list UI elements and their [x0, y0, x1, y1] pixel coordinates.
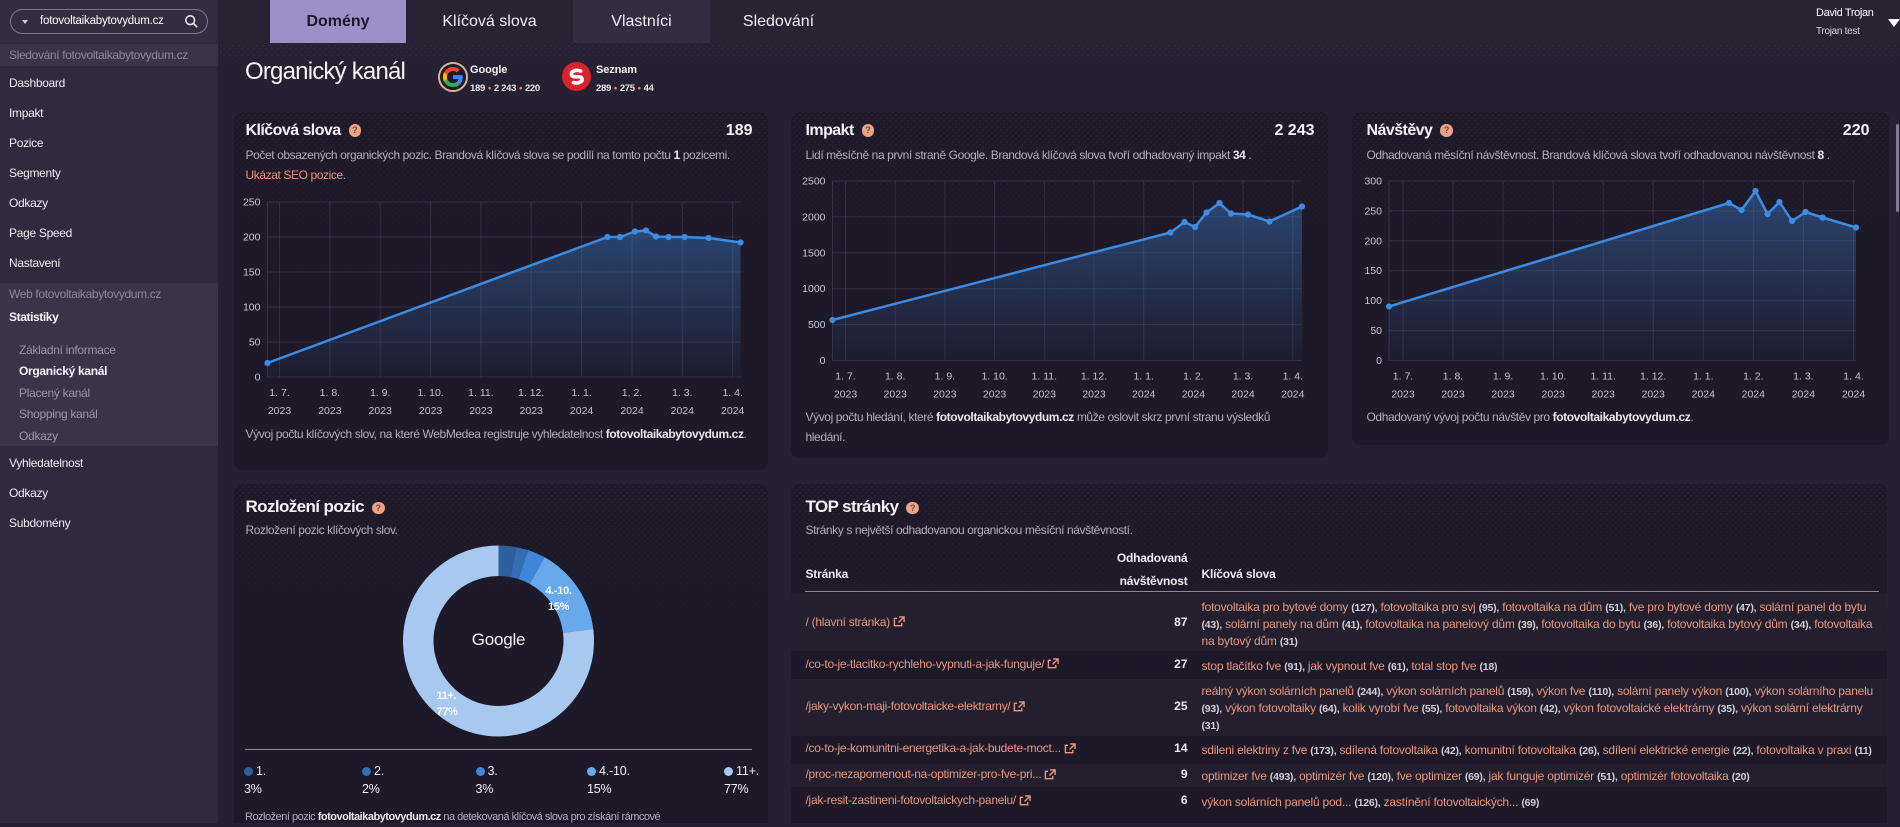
- svg-text:1. 1.: 1. 1.: [1133, 371, 1153, 383]
- svg-text:2023: 2023: [469, 405, 493, 417]
- svg-text:2024: 2024: [1841, 389, 1865, 401]
- svg-text:1. 3.: 1. 3.: [1793, 371, 1813, 383]
- svg-text:2024: 2024: [1132, 389, 1156, 401]
- svg-text:200: 200: [242, 232, 260, 244]
- svg-text:0: 0: [254, 372, 260, 384]
- svg-text:250: 250: [1364, 205, 1382, 217]
- svg-text:2023: 2023: [1491, 389, 1515, 401]
- svg-text:1. 9.: 1. 9.: [1492, 371, 1512, 383]
- svg-text:1. 7.: 1. 7.: [1392, 371, 1412, 383]
- svg-text:100: 100: [1364, 295, 1382, 307]
- svg-text:2024: 2024: [620, 405, 644, 417]
- svg-text:2024: 2024: [1741, 389, 1765, 401]
- svg-text:2023: 2023: [1441, 389, 1465, 401]
- svg-text:0: 0: [1376, 355, 1382, 367]
- svg-text:2000: 2000: [802, 211, 826, 223]
- svg-text:1. 7.: 1. 7.: [835, 371, 855, 383]
- svg-text:1. 12.: 1. 12.: [1080, 371, 1106, 383]
- svg-text:100: 100: [242, 302, 260, 314]
- svg-text:2023: 2023: [1541, 389, 1565, 401]
- svg-text:1. 10.: 1. 10.: [1540, 371, 1566, 383]
- svg-text:50: 50: [248, 337, 260, 349]
- svg-text:2024: 2024: [1791, 389, 1815, 401]
- svg-text:1. 1.: 1. 1.: [571, 387, 591, 399]
- svg-text:2023: 2023: [267, 405, 291, 417]
- svg-text:50: 50: [1370, 325, 1382, 337]
- svg-text:2023: 2023: [1391, 389, 1415, 401]
- svg-text:1. 12.: 1. 12.: [518, 387, 544, 399]
- svg-text:2023: 2023: [1641, 389, 1665, 401]
- svg-text:0: 0: [819, 355, 825, 367]
- svg-text:2024: 2024: [1181, 389, 1205, 401]
- svg-text:1000: 1000: [802, 283, 826, 295]
- svg-text:1. 3.: 1. 3.: [672, 387, 692, 399]
- svg-text:1. 4.: 1. 4.: [1843, 371, 1863, 383]
- svg-text:2023: 2023: [883, 389, 907, 401]
- svg-text:1. 2.: 1. 2.: [1743, 371, 1763, 383]
- svg-text:1. 1.: 1. 1.: [1693, 371, 1713, 383]
- svg-text:1. 2.: 1. 2.: [621, 387, 641, 399]
- svg-text:2023: 2023: [1591, 389, 1615, 401]
- svg-text:150: 150: [1364, 265, 1382, 277]
- svg-text:1. 8.: 1. 8.: [1442, 371, 1462, 383]
- svg-text:1. 4.: 1. 4.: [722, 387, 742, 399]
- svg-text:2500: 2500: [802, 176, 826, 188]
- svg-text:2023: 2023: [318, 405, 342, 417]
- svg-text:1. 11.: 1. 11.: [468, 387, 494, 399]
- svg-text:2024: 2024: [721, 405, 745, 417]
- svg-text:2023: 2023: [1032, 389, 1056, 401]
- svg-text:150: 150: [242, 267, 260, 279]
- svg-text:1. 8.: 1. 8.: [319, 387, 339, 399]
- svg-text:250: 250: [242, 197, 260, 209]
- svg-text:1. 9.: 1. 9.: [934, 371, 954, 383]
- svg-text:1500: 1500: [802, 247, 826, 259]
- svg-text:1. 2.: 1. 2.: [1183, 371, 1203, 383]
- svg-text:2023: 2023: [519, 405, 543, 417]
- svg-text:1. 11.: 1. 11.: [1590, 371, 1616, 383]
- svg-text:2024: 2024: [1281, 389, 1305, 401]
- svg-text:2024: 2024: [670, 405, 694, 417]
- svg-text:2023: 2023: [368, 405, 392, 417]
- svg-text:1. 3.: 1. 3.: [1232, 371, 1252, 383]
- svg-text:2023: 2023: [933, 389, 957, 401]
- svg-text:1. 7.: 1. 7.: [269, 387, 289, 399]
- svg-text:500: 500: [807, 319, 825, 331]
- svg-text:1. 12.: 1. 12.: [1640, 371, 1666, 383]
- svg-text:1. 10.: 1. 10.: [981, 371, 1007, 383]
- svg-text:1. 10.: 1. 10.: [417, 387, 443, 399]
- svg-text:2023: 2023: [833, 389, 857, 401]
- svg-text:2024: 2024: [1231, 389, 1255, 401]
- svg-text:200: 200: [1364, 235, 1382, 247]
- svg-text:1. 4.: 1. 4.: [1282, 371, 1302, 383]
- svg-text:2023: 2023: [982, 389, 1006, 401]
- svg-text:300: 300: [1364, 176, 1382, 188]
- svg-text:2023: 2023: [1082, 389, 1106, 401]
- svg-text:1. 8.: 1. 8.: [884, 371, 904, 383]
- svg-text:2024: 2024: [1691, 389, 1715, 401]
- svg-text:2024: 2024: [569, 405, 593, 417]
- svg-text:1. 11.: 1. 11.: [1031, 371, 1057, 383]
- svg-text:1. 9.: 1. 9.: [369, 387, 389, 399]
- svg-text:2023: 2023: [418, 405, 442, 417]
